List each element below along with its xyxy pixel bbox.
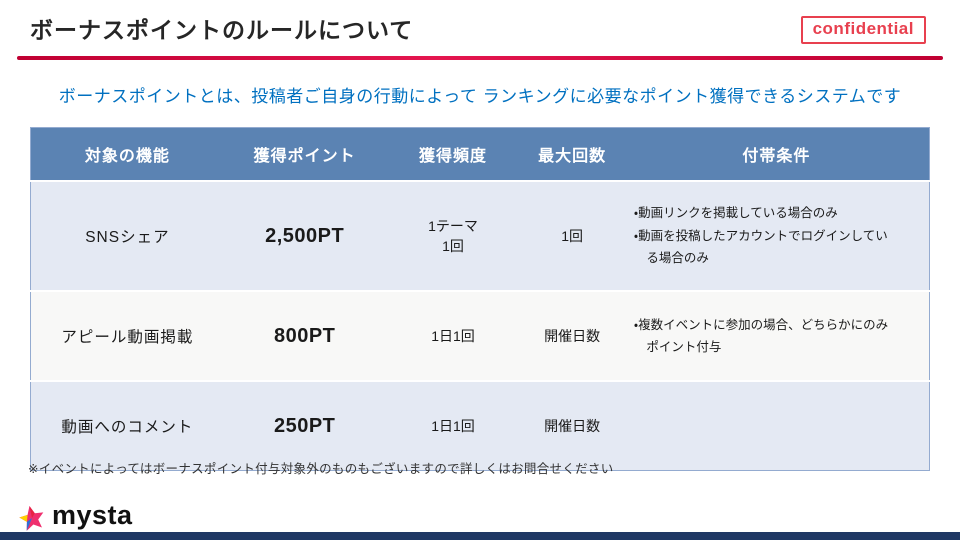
column-header-max-count: 最大回数 <box>520 127 624 181</box>
multicolor-star-icon <box>19 505 44 531</box>
column-header-points: 獲得ポイント <box>223 127 386 181</box>
slide-header: ボーナスポイントのルールについて confidential <box>30 14 940 46</box>
cell-points: 250PT <box>223 380 386 471</box>
cell-feature: 動画へのコメント <box>30 380 224 471</box>
footer-navy-bar <box>0 532 960 540</box>
table-header-row: 対象の機能 獲得ポイント 獲得頻度 最大回数 付帯条件 <box>30 127 930 181</box>
cell-feature: アピール動画掲載 <box>30 290 224 382</box>
cell-conditions: ・動画リンクを掲載している場合のみ ・動画を投稿したアカウントでログインしてい … <box>623 180 930 292</box>
cell-conditions <box>623 380 930 471</box>
cell-feature: SNSシェア <box>30 180 224 292</box>
cell-frequency: 1日1回 <box>385 290 521 382</box>
slide-subtitle: ボーナスポイントとは、投稿者ご自身の行動によって ランキングに必要なポイント獲得… <box>58 87 902 106</box>
confidential-badge: confidential <box>800 16 926 44</box>
column-header-conditions: 付帯条件 <box>623 127 930 181</box>
column-header-frequency: 獲得頻度 <box>385 127 521 181</box>
table-row: アピール動画掲載 800PT 1日1回 開催日数 ・複数イベントに参加の場合、ど… <box>30 290 930 382</box>
cell-frequency: 1日1回 <box>385 380 521 471</box>
table-row: SNSシェア 2,500PT 1テーマ 1回 1回 ・動画リンクを掲載している場… <box>30 180 930 292</box>
cell-points: 800PT <box>223 290 386 382</box>
mysta-logo: mysta <box>18 502 133 533</box>
column-header-feature: 対象の機能 <box>30 127 224 181</box>
title-underline-rule <box>17 56 943 60</box>
cell-conditions: ・複数イベントに参加の場合、どちらかにのみ ポイント付与 <box>623 290 930 382</box>
cell-points: 2,500PT <box>223 180 386 292</box>
cell-max-count: 開催日数 <box>520 380 624 471</box>
table-row: 動画へのコメント 250PT 1日1回 開催日数 <box>30 380 930 471</box>
cell-max-count: 開催日数 <box>520 290 624 382</box>
logo-wordmark: mysta <box>52 500 133 530</box>
page-title: ボーナスポイントのルールについて <box>30 17 414 43</box>
cell-max-count: 1回 <box>520 180 624 292</box>
cell-frequency: 1テーマ 1回 <box>385 180 521 292</box>
bonus-point-rules-table: 対象の機能 獲得ポイント 獲得頻度 最大回数 付帯条件 SNSシェア 2,500… <box>30 127 930 471</box>
footnote: ※イベントによってはボーナスポイント付与対象外のものもございますので詳しくはお問… <box>28 462 614 476</box>
